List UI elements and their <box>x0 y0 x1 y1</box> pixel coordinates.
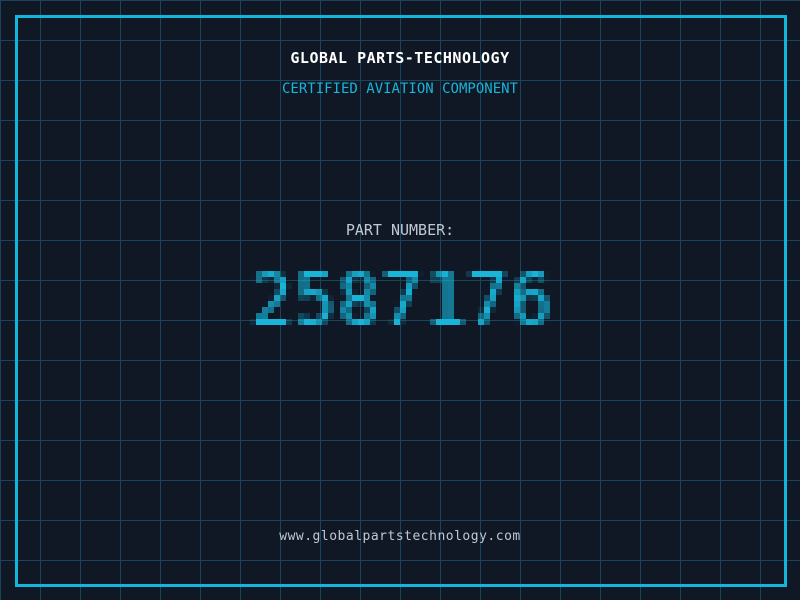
company-title: GLOBAL PARTS-TECHNOLOGY <box>290 49 510 67</box>
part-number-value: 2587176 <box>568 259 569 260</box>
blueprint-frame-border <box>15 15 787 587</box>
website-url: www.globalpartstechnology.com <box>279 529 521 544</box>
part-number-label: PART NUMBER: <box>345 221 455 239</box>
part-number-canvas <box>232 259 568 343</box>
part-number-display: 2587176 <box>0 259 800 347</box>
certification-subtitle: CERTIFIED AVIATION COMPONENT <box>281 81 518 97</box>
